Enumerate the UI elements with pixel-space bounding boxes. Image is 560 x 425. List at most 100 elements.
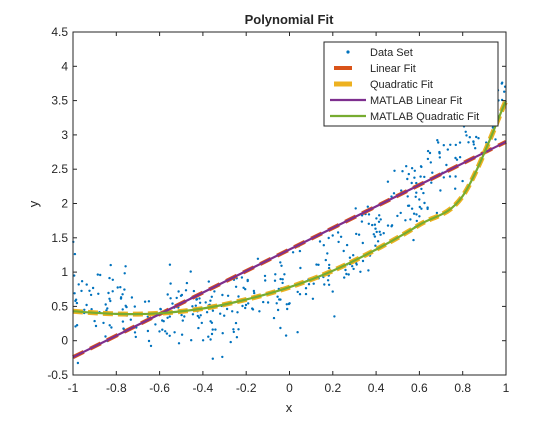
data-point <box>472 140 475 143</box>
data-point <box>419 175 422 178</box>
data-point <box>130 296 134 299</box>
data-point <box>390 225 393 228</box>
data-point <box>91 286 95 290</box>
data-point <box>246 279 249 283</box>
data-point <box>93 319 96 323</box>
data-point <box>446 148 449 151</box>
data-point <box>213 290 216 293</box>
data-point <box>241 304 244 308</box>
data-point <box>166 316 169 319</box>
data-point <box>494 138 497 141</box>
x-tick-label: 0 <box>286 381 293 395</box>
data-point <box>474 147 477 150</box>
data-point <box>279 298 282 301</box>
data-point <box>477 137 480 140</box>
data-point <box>123 272 126 275</box>
data-point <box>454 175 457 178</box>
x-tick-label: -1 <box>68 381 79 395</box>
data-point <box>284 334 288 337</box>
data-point <box>133 331 137 334</box>
data-point <box>214 328 217 331</box>
data-point <box>181 319 184 322</box>
data-point <box>121 293 124 296</box>
data-point <box>108 276 111 280</box>
data-point <box>116 286 119 289</box>
data-point <box>221 332 224 335</box>
data-point <box>357 233 361 236</box>
data-point <box>229 340 232 344</box>
data-point <box>104 335 107 338</box>
data-point <box>406 195 409 198</box>
data-point <box>158 330 161 333</box>
data-point <box>423 201 426 205</box>
data-point <box>339 235 343 238</box>
data-point <box>435 211 439 215</box>
data-point <box>298 249 302 253</box>
data-point <box>209 320 212 323</box>
data-point <box>386 180 390 183</box>
x-axis-label: x <box>286 400 293 415</box>
data-point <box>285 303 288 306</box>
data-point <box>221 293 224 297</box>
data-point <box>221 355 224 359</box>
data-point <box>337 240 340 244</box>
data-point <box>191 305 194 308</box>
y-tick-label: 1 <box>61 265 68 279</box>
data-point <box>317 263 320 266</box>
y-tick-label: -0.5 <box>47 368 68 382</box>
data-point <box>448 175 452 178</box>
data-point <box>299 266 302 270</box>
data-point <box>232 328 235 331</box>
data-point <box>445 163 448 167</box>
data-point <box>111 278 115 281</box>
data-point <box>442 144 445 147</box>
data-point <box>168 315 171 318</box>
data-point <box>169 282 172 285</box>
data-point <box>378 214 381 217</box>
data-point <box>129 318 132 321</box>
data-point <box>94 324 98 328</box>
legend: Data Set Linear Fit Quadratic Fit MATLAB Li… <box>323 41 499 127</box>
data-point <box>410 207 414 210</box>
data-point <box>168 334 171 337</box>
data-point <box>173 331 176 334</box>
data-point <box>75 301 79 305</box>
data-point <box>336 231 340 234</box>
data-point <box>352 254 355 257</box>
data-point <box>354 207 357 210</box>
data-point <box>311 297 315 300</box>
data-point <box>464 130 467 133</box>
data-point <box>426 157 430 161</box>
data-point <box>124 265 127 268</box>
data-point <box>390 195 393 198</box>
data-point <box>96 273 100 276</box>
x-tick-label: -0.8 <box>106 381 127 395</box>
data-point <box>240 276 244 279</box>
data-point <box>291 251 295 254</box>
data-point <box>405 165 408 168</box>
data-point <box>207 335 210 338</box>
data-point <box>420 165 423 169</box>
data-point <box>333 315 336 318</box>
data-point <box>298 293 302 296</box>
data-point <box>89 293 93 297</box>
y-axis-label: y <box>26 200 41 207</box>
data-point <box>194 304 197 307</box>
data-point <box>412 238 415 242</box>
data-point <box>104 303 107 306</box>
data-point <box>407 204 411 207</box>
data-point <box>161 328 164 331</box>
data-point <box>327 266 331 270</box>
data-point <box>119 296 123 299</box>
data-point <box>396 214 399 218</box>
data-point <box>327 236 330 240</box>
data-point <box>244 306 247 310</box>
data-point <box>119 286 122 289</box>
data-point <box>503 90 506 93</box>
data-point <box>276 295 279 298</box>
data-point <box>85 303 88 307</box>
data-point <box>279 261 282 264</box>
data-point <box>258 310 261 313</box>
data-point <box>147 339 151 343</box>
